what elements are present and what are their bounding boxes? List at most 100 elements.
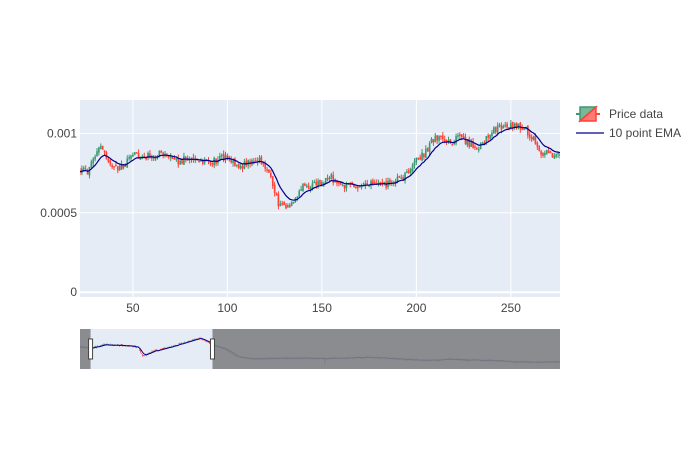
candle-down[interactable] (426, 147, 429, 152)
candle-down[interactable] (260, 156, 263, 164)
candle-down[interactable] (519, 122, 522, 130)
candle-up[interactable] (489, 134, 491, 139)
candle-up[interactable] (555, 154, 558, 157)
candle-down[interactable] (245, 160, 248, 166)
candle-down[interactable] (173, 157, 176, 160)
candle-up[interactable] (317, 180, 319, 187)
candle-down[interactable] (202, 161, 204, 165)
candle-down[interactable] (511, 121, 514, 129)
candle-up[interactable] (118, 165, 121, 170)
candle-up[interactable] (400, 177, 403, 180)
candle-up[interactable] (370, 180, 372, 186)
candle-down[interactable] (398, 176, 401, 178)
candle-down[interactable] (315, 181, 318, 186)
candle-down[interactable] (222, 153, 225, 161)
candle-down[interactable] (241, 166, 244, 169)
candle-up[interactable] (133, 152, 136, 155)
candle-up[interactable] (434, 135, 437, 142)
candle-up[interactable] (179, 160, 181, 165)
range-mask-left[interactable] (80, 329, 91, 369)
candle-up[interactable] (404, 172, 406, 181)
candle-up[interactable] (309, 187, 312, 190)
candle-up[interactable] (477, 149, 480, 151)
candle-down[interactable] (494, 127, 497, 133)
candle-up[interactable] (510, 123, 512, 128)
candle-down[interactable] (443, 139, 446, 142)
candle-down[interactable] (281, 202, 284, 205)
range-slider[interactable] (80, 329, 561, 369)
candle-down[interactable] (277, 194, 280, 207)
candle-up[interactable] (300, 189, 302, 191)
candle-up[interactable] (545, 149, 548, 155)
candle-up[interactable] (345, 183, 348, 188)
candle-up[interactable] (220, 154, 223, 157)
candle-down[interactable] (285, 204, 287, 209)
candle-up[interactable] (313, 181, 316, 184)
candle-up[interactable] (470, 142, 472, 147)
candle-down[interactable] (440, 135, 442, 138)
candle-down[interactable] (115, 164, 117, 167)
candle-down[interactable] (442, 135, 444, 140)
candle-down[interactable] (487, 135, 490, 138)
candle-down[interactable] (549, 151, 552, 154)
main-plot-area[interactable] (79, 100, 560, 297)
candle-down[interactable] (226, 155, 229, 158)
candle-down[interactable] (542, 153, 544, 156)
candle-down[interactable] (343, 185, 346, 189)
candle-down[interactable] (540, 151, 542, 155)
candle-up[interactable] (296, 196, 299, 198)
candle-up[interactable] (428, 143, 431, 152)
candle-down[interactable] (464, 137, 467, 145)
candle-up[interactable] (430, 138, 433, 143)
candle-down[interactable] (508, 127, 510, 129)
candle-down[interactable] (171, 157, 174, 160)
candle-down[interactable] (124, 165, 127, 167)
candle-down[interactable] (372, 180, 374, 184)
candle-up[interactable] (330, 174, 333, 179)
candle-down[interactable] (408, 170, 410, 173)
candle-down[interactable] (338, 182, 340, 184)
legend-item-price-data[interactable]: Price data (576, 105, 663, 123)
candle-up[interactable] (455, 136, 457, 144)
candle-down[interactable] (271, 176, 274, 187)
candle-down[interactable] (436, 135, 438, 141)
ema-line[interactable] (80, 126, 560, 201)
range-handle-right[interactable] (209, 338, 215, 360)
candle-down[interactable] (111, 165, 113, 168)
candle-down[interactable] (356, 186, 359, 189)
candle-up[interactable] (96, 151, 98, 157)
candle-up[interactable] (130, 155, 132, 159)
candle-up[interactable] (169, 156, 172, 159)
candle-down[interactable] (534, 135, 537, 144)
candle-down[interactable] (474, 146, 476, 148)
candle-up[interactable] (396, 176, 399, 182)
candle-down[interactable] (307, 185, 310, 189)
legend-item-ema[interactable]: 10 point EMA (576, 126, 681, 140)
candle-down[interactable] (528, 134, 531, 138)
candle-down[interactable] (270, 173, 272, 178)
candle-up[interactable] (413, 161, 416, 166)
candle-down[interactable] (283, 201, 285, 206)
candle-up[interactable] (406, 171, 408, 174)
candle-up[interactable] (219, 155, 221, 160)
candle-up[interactable] (292, 201, 295, 204)
candle-down[interactable] (107, 159, 110, 162)
candle-down[interactable] (500, 125, 503, 130)
candle-down[interactable] (527, 125, 529, 136)
candle-down[interactable] (460, 134, 463, 137)
candle-up[interactable] (128, 156, 130, 159)
candle-down[interactable] (211, 163, 214, 165)
candle-up[interactable] (421, 152, 423, 161)
candle-up[interactable] (147, 152, 149, 159)
candle-down[interactable] (135, 152, 138, 154)
range-handle-left[interactable] (88, 338, 94, 360)
candle-up[interactable] (224, 155, 227, 160)
candle-up[interactable] (279, 203, 282, 206)
candle-up[interactable] (479, 143, 482, 150)
candle-up[interactable] (532, 136, 535, 141)
candle-up[interactable] (92, 158, 95, 164)
candle-up[interactable] (498, 124, 501, 127)
candle-up[interactable] (557, 152, 559, 155)
candle-down[interactable] (536, 142, 539, 147)
candle-up[interactable] (94, 156, 96, 160)
